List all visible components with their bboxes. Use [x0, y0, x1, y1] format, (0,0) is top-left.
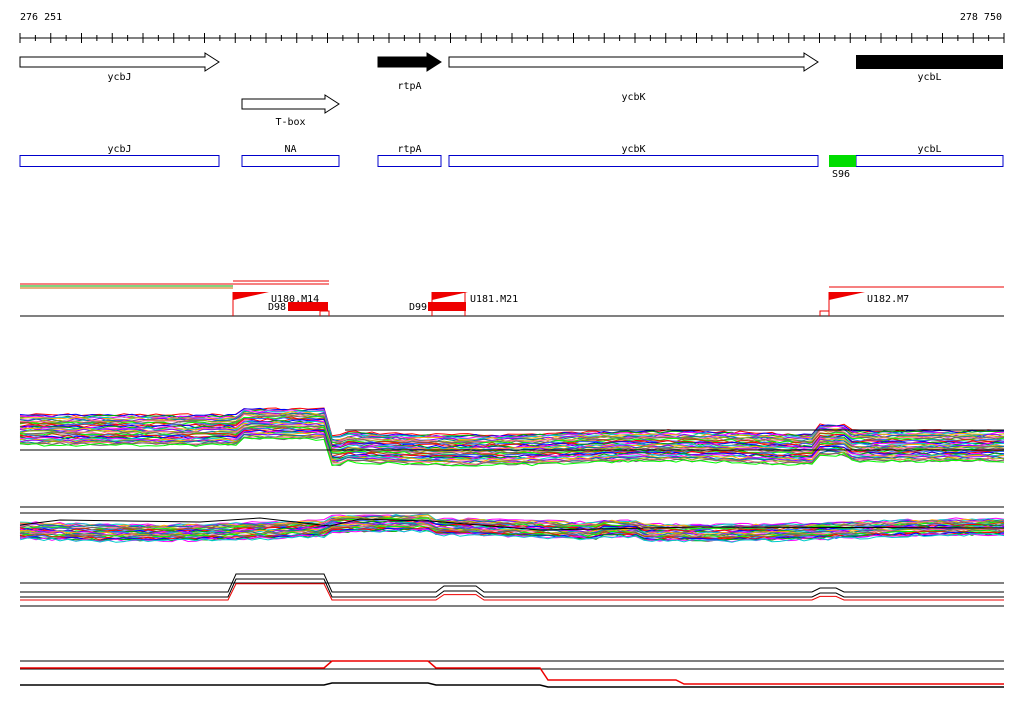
- gene-ycbJ-arrow: [19, 52, 220, 72]
- downstream-label: D98: [268, 302, 286, 313]
- transcript-start-flag: [432, 292, 468, 300]
- segment-ycbk-box: [448, 155, 819, 167]
- gene-rtpA-arrow: [377, 52, 442, 72]
- segment-ycbl-box: [855, 155, 1004, 167]
- site-s96-label: S96: [832, 169, 850, 180]
- transcript-track: U180.M14 U181.M21 U182.M7 D98 D99: [20, 280, 1004, 317]
- profile-line: [19, 427, 1005, 458]
- segment-ycbj-label: ycbJ: [107, 144, 131, 155]
- ruler-start-coordinate: 276 251: [20, 12, 63, 23]
- profile-line: [19, 420, 1005, 450]
- profile-line: [19, 529, 1005, 543]
- transcript-label: U180.M14: [271, 294, 319, 305]
- profile-line: [19, 425, 1005, 456]
- gene-ycbL-block: [856, 55, 1003, 69]
- segment-ycbj-box: [19, 155, 220, 167]
- transcript-start-flag: [233, 292, 269, 300]
- transcript-start-flag: [829, 292, 865, 300]
- site-s96-marker: [829, 155, 856, 167]
- profile-outline-line: [19, 517, 1005, 531]
- profile-line: [19, 421, 1005, 451]
- downstream-block: [288, 302, 328, 311]
- profile-line: [19, 415, 1005, 445]
- profile-line: [19, 415, 1005, 445]
- transcript-label: U181.M21: [470, 294, 518, 305]
- segment-rtpa-label: rtpA: [397, 144, 421, 155]
- ruler-end-coordinate: 278 750: [959, 12, 1002, 23]
- transcript-end-marker: [819, 310, 829, 316]
- profile-line: [19, 437, 1005, 467]
- gene-ycbK-arrow: [448, 52, 819, 72]
- profile-red-line: [20, 583, 1004, 601]
- gene-T-box-arrow: [241, 94, 340, 114]
- profile-line: [19, 524, 1005, 539]
- segment-rtpa-box: [377, 155, 442, 167]
- profile-black-line: [20, 682, 1004, 688]
- profile-black-line: [20, 573, 1004, 593]
- segment-ycbl-label: ycbL: [917, 144, 941, 155]
- profile-line: [19, 411, 1005, 442]
- segment-ycbk-label: ycbK: [621, 144, 645, 155]
- gene-ycbL-label: ycbL: [917, 72, 941, 83]
- transcript-label: U182.M7: [867, 294, 909, 305]
- profile-line: [19, 436, 1005, 467]
- gene-track: ycbJ rtpA ycbK ycbL T-box: [19, 52, 1003, 128]
- profile-line: [19, 518, 1005, 532]
- profile-line: [19, 412, 1005, 443]
- gene-rtpA-label: rtpA: [397, 81, 421, 92]
- downstream-block: [428, 302, 466, 311]
- gene-T-box-label: T-box: [275, 117, 305, 128]
- segment-track: ycbJ NA rtpA ycbK ycbL S96: [19, 144, 1004, 180]
- profile-line: [19, 515, 1005, 529]
- position-ruler: [19, 33, 1005, 43]
- segment-na-label: NA: [284, 144, 296, 155]
- expression-profiles: [19, 407, 1005, 688]
- gene-ycbJ-label: ycbJ: [107, 72, 131, 83]
- transcript-end-marker: [319, 310, 330, 316]
- gene-ycbK-label: ycbK: [621, 92, 645, 103]
- segment-na-box: [241, 155, 340, 167]
- profile-line: [19, 521, 1005, 535]
- profile-black-line: [20, 578, 1004, 598]
- profile-red-line: [20, 660, 1004, 685]
- downstream-label: D99: [409, 302, 427, 313]
